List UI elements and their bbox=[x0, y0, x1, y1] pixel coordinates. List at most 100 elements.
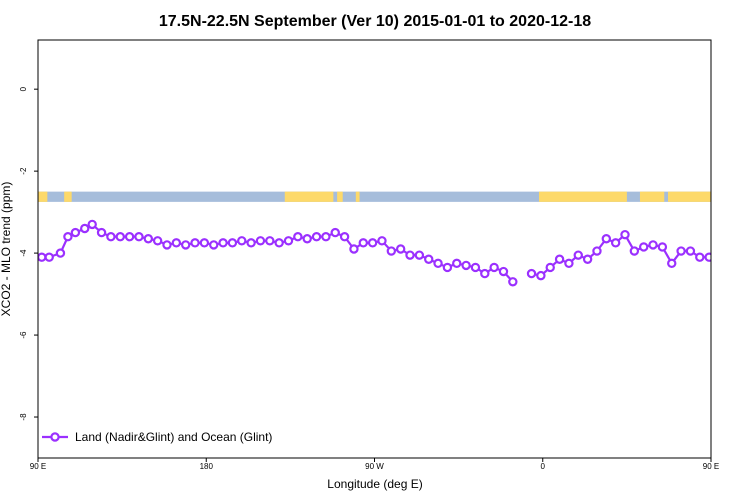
data-point bbox=[124, 232, 135, 242]
x-tick-label: 90 E bbox=[30, 462, 46, 471]
data-point bbox=[461, 260, 471, 271]
data-point bbox=[667, 258, 677, 269]
data-point bbox=[152, 236, 163, 246]
data-point bbox=[255, 236, 266, 246]
land-segment bbox=[668, 191, 711, 202]
data-point bbox=[171, 238, 182, 248]
land-segment bbox=[64, 191, 72, 202]
data-point bbox=[70, 227, 81, 238]
x-tick-label: 90 E bbox=[703, 462, 719, 471]
data-point bbox=[743, 225, 750, 232]
y-tick-label: -8 bbox=[19, 413, 28, 421]
data-point bbox=[265, 236, 275, 246]
data-point bbox=[424, 254, 434, 264]
data-point bbox=[526, 268, 537, 279]
data-point bbox=[564, 258, 574, 269]
land-ocean-band bbox=[38, 191, 711, 202]
data-point bbox=[367, 238, 378, 248]
data-point bbox=[377, 236, 387, 246]
y-tick-label: -4 bbox=[19, 249, 28, 257]
data-point bbox=[414, 250, 425, 260]
data-point bbox=[180, 240, 191, 250]
x-axis: 90 E 180 90 W 0 90 E bbox=[30, 458, 719, 471]
data-point bbox=[724, 233, 731, 240]
data-point bbox=[134, 232, 144, 242]
land-segment bbox=[355, 191, 360, 202]
data-point bbox=[704, 252, 711, 262]
y-tick-label: -2 bbox=[19, 167, 28, 175]
y-axis: 0 -2 -4 -6 -8 bbox=[19, 86, 38, 421]
data-point bbox=[498, 266, 509, 277]
data-point bbox=[358, 238, 368, 248]
data-point bbox=[339, 232, 350, 242]
data-point bbox=[536, 270, 546, 281]
data-point bbox=[190, 238, 200, 248]
data-point bbox=[508, 277, 518, 287]
land-segment bbox=[38, 191, 48, 202]
ocean-band bbox=[38, 191, 711, 202]
data-point bbox=[162, 240, 172, 250]
plot-border bbox=[37, 39, 712, 459]
data-point bbox=[592, 246, 602, 256]
data-point bbox=[489, 262, 499, 273]
data-point bbox=[395, 244, 406, 254]
data-point bbox=[218, 238, 228, 248]
data-point bbox=[38, 252, 47, 262]
data-point bbox=[227, 238, 238, 248]
data-point bbox=[715, 252, 722, 259]
data-point bbox=[657, 242, 668, 252]
land-segment bbox=[284, 191, 334, 202]
data-point bbox=[321, 232, 331, 242]
data-point bbox=[349, 244, 359, 254]
land-segment bbox=[639, 191, 665, 202]
data-point bbox=[55, 248, 66, 258]
data-point bbox=[620, 229, 630, 240]
data-point bbox=[237, 236, 247, 246]
data-point bbox=[80, 223, 90, 234]
data-point bbox=[293, 232, 303, 242]
data-point bbox=[330, 227, 340, 238]
data-point bbox=[44, 252, 54, 262]
data-point bbox=[648, 240, 658, 250]
series-layer bbox=[38, 219, 750, 287]
data-point bbox=[442, 262, 453, 273]
data-point bbox=[685, 246, 696, 256]
data-point bbox=[311, 232, 322, 242]
data-point bbox=[405, 250, 415, 260]
x-tick-label: 90 W bbox=[365, 462, 384, 471]
data-point bbox=[87, 219, 97, 230]
data-point bbox=[554, 254, 565, 264]
chart-title: 17.5N-22.5N September (Ver 10) 2015-01-0… bbox=[159, 13, 591, 30]
data-point bbox=[629, 246, 640, 256]
data-point bbox=[676, 246, 686, 256]
data-point bbox=[470, 262, 481, 273]
data-point bbox=[115, 232, 125, 242]
legend-label: Land (Nadir&Glint) and Ocean (Glint) bbox=[75, 430, 272, 444]
legend: Land (Nadir&Glint) and Ocean (Glint) bbox=[42, 430, 272, 444]
data-point bbox=[246, 238, 256, 248]
y-tick-label: -6 bbox=[19, 331, 28, 339]
x-axis-label: Longitude (deg E) bbox=[327, 477, 422, 491]
x-tick-label: 0 bbox=[541, 462, 546, 471]
data-point bbox=[302, 234, 312, 244]
data-point bbox=[452, 258, 462, 269]
data-point bbox=[480, 268, 490, 279]
data-point bbox=[63, 232, 73, 242]
data-point bbox=[601, 234, 612, 244]
data-point bbox=[695, 252, 705, 262]
land-segment bbox=[539, 191, 627, 202]
data-point bbox=[106, 232, 116, 242]
land-segment bbox=[337, 191, 343, 202]
y-axis-label: XCO2 - MLO trend (ppm) bbox=[0, 182, 13, 317]
data-point bbox=[573, 250, 583, 260]
data-point bbox=[433, 258, 443, 269]
data-point bbox=[545, 262, 555, 273]
x-tick-label: 180 bbox=[200, 462, 214, 471]
data-point bbox=[386, 246, 397, 256]
legend-marker bbox=[50, 432, 60, 442]
data-point bbox=[582, 254, 593, 264]
data-point bbox=[639, 242, 649, 252]
data-point bbox=[96, 227, 107, 238]
plot-area bbox=[38, 191, 750, 287]
